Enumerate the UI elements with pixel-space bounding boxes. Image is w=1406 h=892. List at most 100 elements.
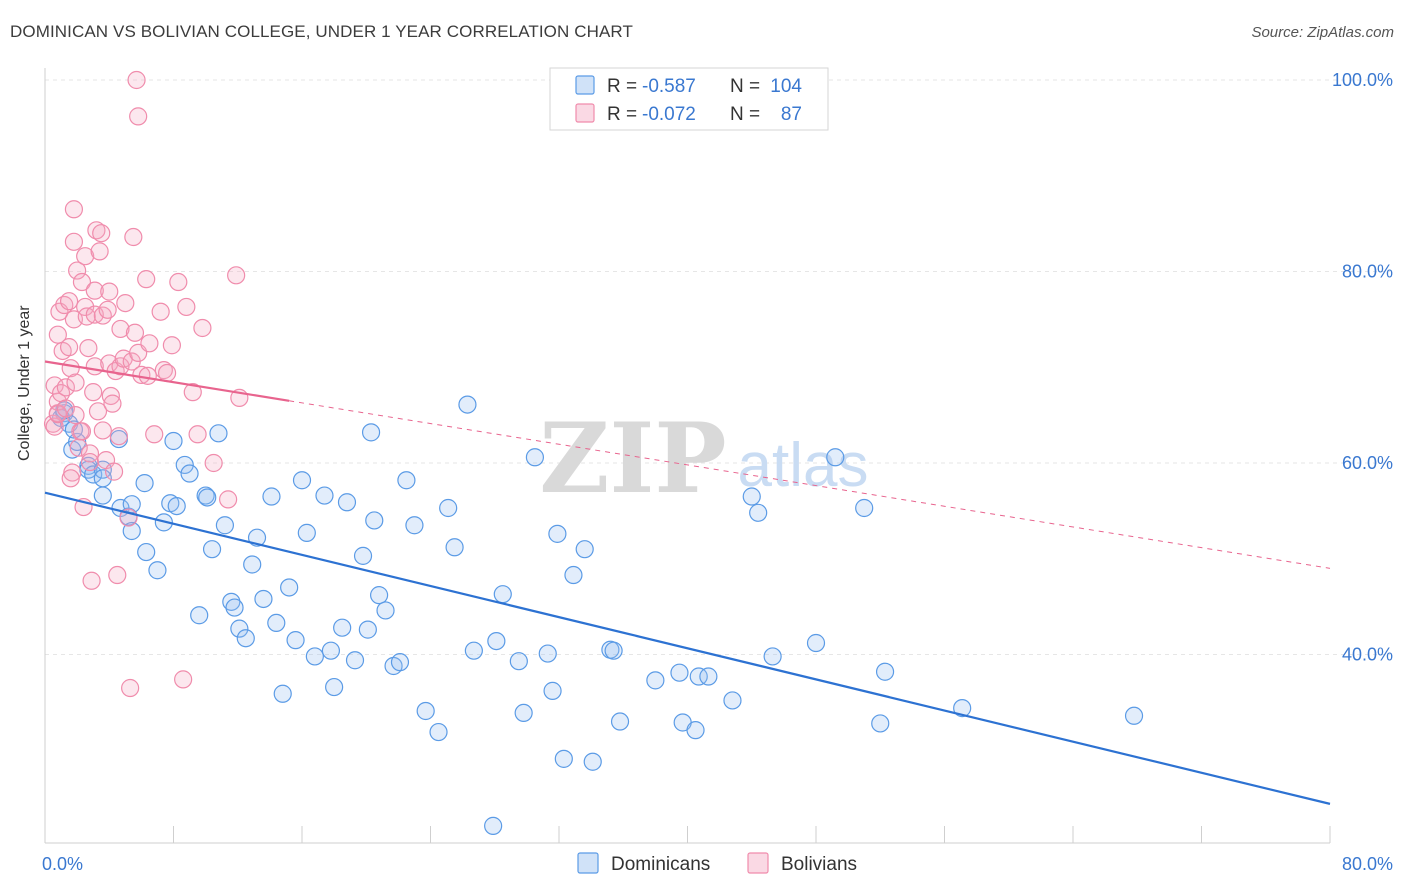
stats-n-value: 104 bbox=[770, 76, 802, 97]
dominican-point bbox=[390, 653, 410, 672]
bolivian-point bbox=[80, 452, 100, 472]
stats-r-label: R = bbox=[607, 104, 637, 125]
stats-box bbox=[549, 67, 829, 131]
dominican-point bbox=[871, 714, 890, 733]
dominican-point bbox=[190, 606, 209, 625]
bolivian-point bbox=[79, 339, 98, 358]
bolivian-point bbox=[59, 338, 79, 357]
dominican-point bbox=[292, 471, 312, 490]
dominican-point bbox=[267, 613, 286, 633]
dominican-point bbox=[225, 598, 244, 617]
dominican-point bbox=[575, 540, 594, 559]
bolivian-point bbox=[68, 261, 87, 280]
y-tick-label: 100.0% bbox=[1332, 70, 1393, 90]
stats-swatch bbox=[575, 103, 595, 123]
dominican-point bbox=[604, 641, 623, 660]
dominican-point bbox=[280, 578, 299, 597]
bolivian-point bbox=[140, 334, 159, 353]
legend-label: Bolivians bbox=[781, 854, 857, 875]
bolivian-point bbox=[85, 281, 104, 300]
bolivian-point bbox=[193, 318, 212, 338]
dominican-point bbox=[543, 681, 562, 700]
dominican-point bbox=[180, 464, 199, 483]
dominican-point bbox=[493, 585, 512, 604]
bolivian-point bbox=[56, 399, 75, 418]
dominican-point bbox=[464, 641, 483, 660]
bolivian-point bbox=[72, 422, 92, 441]
dominican-point bbox=[749, 503, 768, 522]
bolivian-point bbox=[162, 336, 181, 355]
y-tick-label: 40.0% bbox=[1342, 645, 1393, 665]
bolivian-point bbox=[66, 406, 85, 425]
dominican-point bbox=[742, 487, 761, 506]
dominican-point bbox=[554, 749, 573, 768]
dominican-point bbox=[337, 493, 357, 512]
bolivian-point bbox=[227, 266, 246, 285]
dominican-point bbox=[439, 498, 458, 518]
watermark-zip: ZIP bbox=[539, 402, 726, 515]
axes bbox=[44, 68, 1331, 844]
dominican-point bbox=[243, 555, 262, 574]
bolivian-point bbox=[204, 453, 223, 473]
dominican-point bbox=[855, 498, 874, 518]
dominican-point bbox=[164, 431, 183, 451]
dominican-point bbox=[262, 487, 281, 506]
bolivian-point bbox=[84, 383, 103, 402]
dominican-point bbox=[806, 633, 826, 653]
stats-swatch bbox=[575, 75, 595, 95]
stats-n-value: 87 bbox=[781, 104, 802, 125]
bolivian-point bbox=[59, 292, 79, 311]
dominican-point bbox=[525, 448, 545, 467]
dominican-point bbox=[215, 516, 234, 535]
legend-swatch bbox=[747, 852, 769, 874]
bolivian-point bbox=[90, 242, 109, 261]
dominican-point bbox=[202, 540, 222, 559]
bolivian-point bbox=[121, 678, 140, 698]
dominican-point bbox=[416, 701, 435, 721]
dominican-point bbox=[175, 455, 194, 475]
dominican-point bbox=[148, 561, 167, 580]
bottom-legend: Dominicans Bolivians bbox=[577, 852, 857, 875]
bolivian-point bbox=[145, 425, 164, 444]
dominican-point bbox=[93, 486, 112, 505]
bolivian-point bbox=[104, 462, 124, 481]
x-tick-label-min: 0.0% bbox=[42, 854, 83, 874]
bolivian-point bbox=[124, 227, 143, 247]
chart-title: DOMINICAN VS BOLIVIAN COLLEGE, UNDER 1 Y… bbox=[10, 22, 633, 41]
trend-lines bbox=[44, 360, 1331, 805]
dominican-point bbox=[370, 586, 389, 605]
bolivian-point bbox=[174, 670, 193, 689]
watermark: ZIP atlas bbox=[539, 402, 868, 515]
bolivian-point bbox=[154, 361, 173, 380]
stats-r-value: -0.587 bbox=[642, 76, 696, 97]
bolivian-point bbox=[169, 272, 188, 292]
dominican-point bbox=[135, 474, 154, 493]
dominican-point bbox=[315, 486, 334, 505]
bolivian-point bbox=[66, 373, 85, 392]
dominican-point bbox=[458, 395, 477, 414]
bolivian-point bbox=[151, 302, 170, 321]
bolivian-point bbox=[103, 394, 122, 413]
dominican-point bbox=[236, 629, 255, 648]
dominican-point bbox=[325, 677, 344, 697]
dominican-point bbox=[297, 523, 316, 542]
dominican-point bbox=[953, 699, 972, 718]
dominican-trend-line bbox=[44, 491, 1331, 805]
dominican-point bbox=[273, 684, 292, 703]
dominican-point bbox=[509, 652, 528, 671]
dominican-point bbox=[610, 712, 630, 731]
bolivian-trend-line bbox=[44, 360, 290, 402]
source-label: Source: ZipAtlas.com bbox=[1251, 24, 1394, 41]
stats-legend: R = -0.587 N = 104 R = -0.072 N = 87 bbox=[549, 67, 829, 131]
stats-n-label: N = bbox=[730, 104, 760, 125]
bolivian-point bbox=[93, 306, 112, 325]
legend-label: Dominicans bbox=[611, 854, 710, 875]
dominican-point bbox=[445, 538, 464, 557]
dominican-point bbox=[1124, 706, 1144, 725]
dominican-point bbox=[583, 752, 602, 771]
bolivian-point bbox=[93, 421, 112, 440]
watermark-atlas: atlas bbox=[738, 431, 869, 500]
tick-labels: 40.0% 60.0% 80.0% 100.0% 0.0% 80.0% bbox=[42, 70, 1393, 874]
y-tick-label: 60.0% bbox=[1342, 453, 1393, 473]
bolivian-point bbox=[127, 70, 146, 90]
